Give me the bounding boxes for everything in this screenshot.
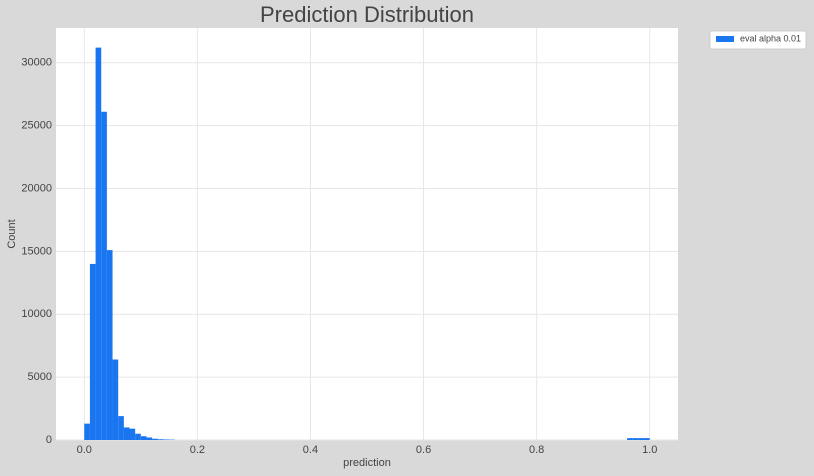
x-axis-label: prediction <box>343 457 391 469</box>
x-tick-label: 1.0 <box>642 444 657 456</box>
bar <box>644 438 650 440</box>
y-tick-label: 15000 <box>21 245 52 257</box>
bar <box>101 111 107 440</box>
y-tick-label: 0 <box>46 434 52 446</box>
bar <box>632 438 639 440</box>
legend-label: eval alpha 0.01 <box>740 33 801 43</box>
bar <box>112 359 119 440</box>
y-tick-label: 10000 <box>21 308 52 320</box>
chart-title: Prediction Distribution <box>260 2 474 27</box>
y-tick-label: 30000 <box>21 57 52 69</box>
bar <box>84 423 90 440</box>
bar <box>140 436 147 440</box>
x-tick-label: 0.6 <box>416 444 431 456</box>
bar <box>89 263 96 440</box>
bar <box>157 439 164 440</box>
y-tick-label: 5000 <box>28 371 52 383</box>
bar <box>638 438 645 440</box>
x-tick-label: 0.2 <box>190 444 205 456</box>
bar <box>146 437 153 440</box>
bar <box>152 438 158 440</box>
bar <box>135 433 141 440</box>
bar <box>118 416 124 440</box>
bar <box>123 427 130 440</box>
legend-swatch <box>716 36 734 42</box>
y-tick-label: 25000 <box>21 119 52 131</box>
x-tick-label: 0.4 <box>303 444 318 456</box>
plot-area <box>56 28 678 440</box>
bar <box>627 438 633 440</box>
bar <box>95 47 102 440</box>
y-tick-label: 20000 <box>21 182 52 194</box>
x-tick-label: 0.8 <box>529 444 544 456</box>
legend <box>709 30 807 50</box>
y-axis-label: Count <box>6 219 18 248</box>
bar <box>163 439 170 440</box>
x-tick-label: 0.0 <box>77 444 92 456</box>
bar <box>106 250 113 440</box>
bar <box>129 428 136 440</box>
